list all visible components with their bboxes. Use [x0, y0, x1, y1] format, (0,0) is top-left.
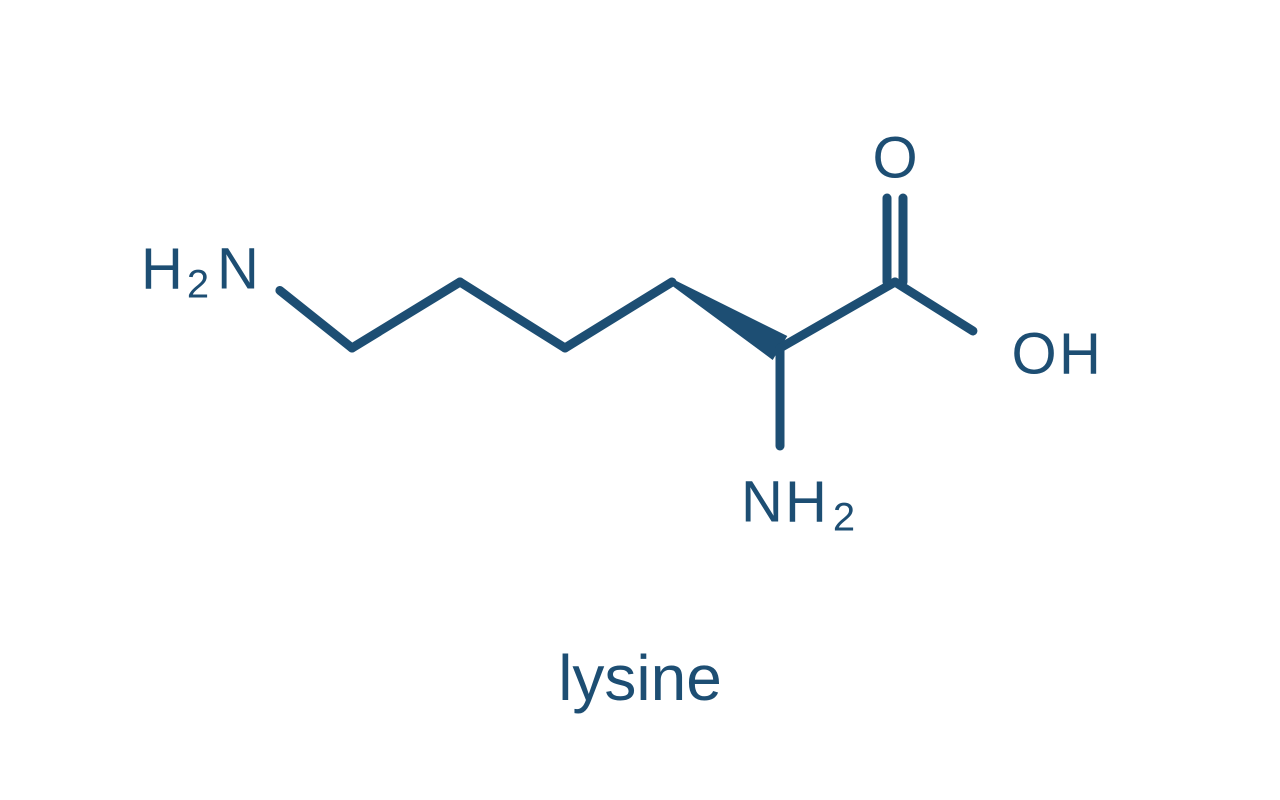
molecule-name: lysine — [558, 642, 722, 714]
atom-label-N_terminal: H — [141, 236, 183, 301]
lysine-skeletal-diagram: H2NNH2OOH lysine — [0, 0, 1280, 800]
atom-label-N_alpha: H — [785, 469, 827, 534]
atom-labels-layer: H2NNH2OOH — [141, 125, 1101, 539]
atom-label-O_hydroxyl: O — [1011, 321, 1056, 386]
atom-label-N_terminal: 2 — [187, 263, 209, 307]
bonds-layer — [280, 198, 973, 446]
atom-label-N_alpha: 2 — [833, 496, 855, 540]
atom-label-N_alpha: N — [741, 469, 783, 534]
atom-label-O_double: O — [872, 125, 917, 190]
atom-label-N_terminal: N — [217, 236, 259, 301]
atom-label-O_hydroxyl: H — [1059, 321, 1101, 386]
